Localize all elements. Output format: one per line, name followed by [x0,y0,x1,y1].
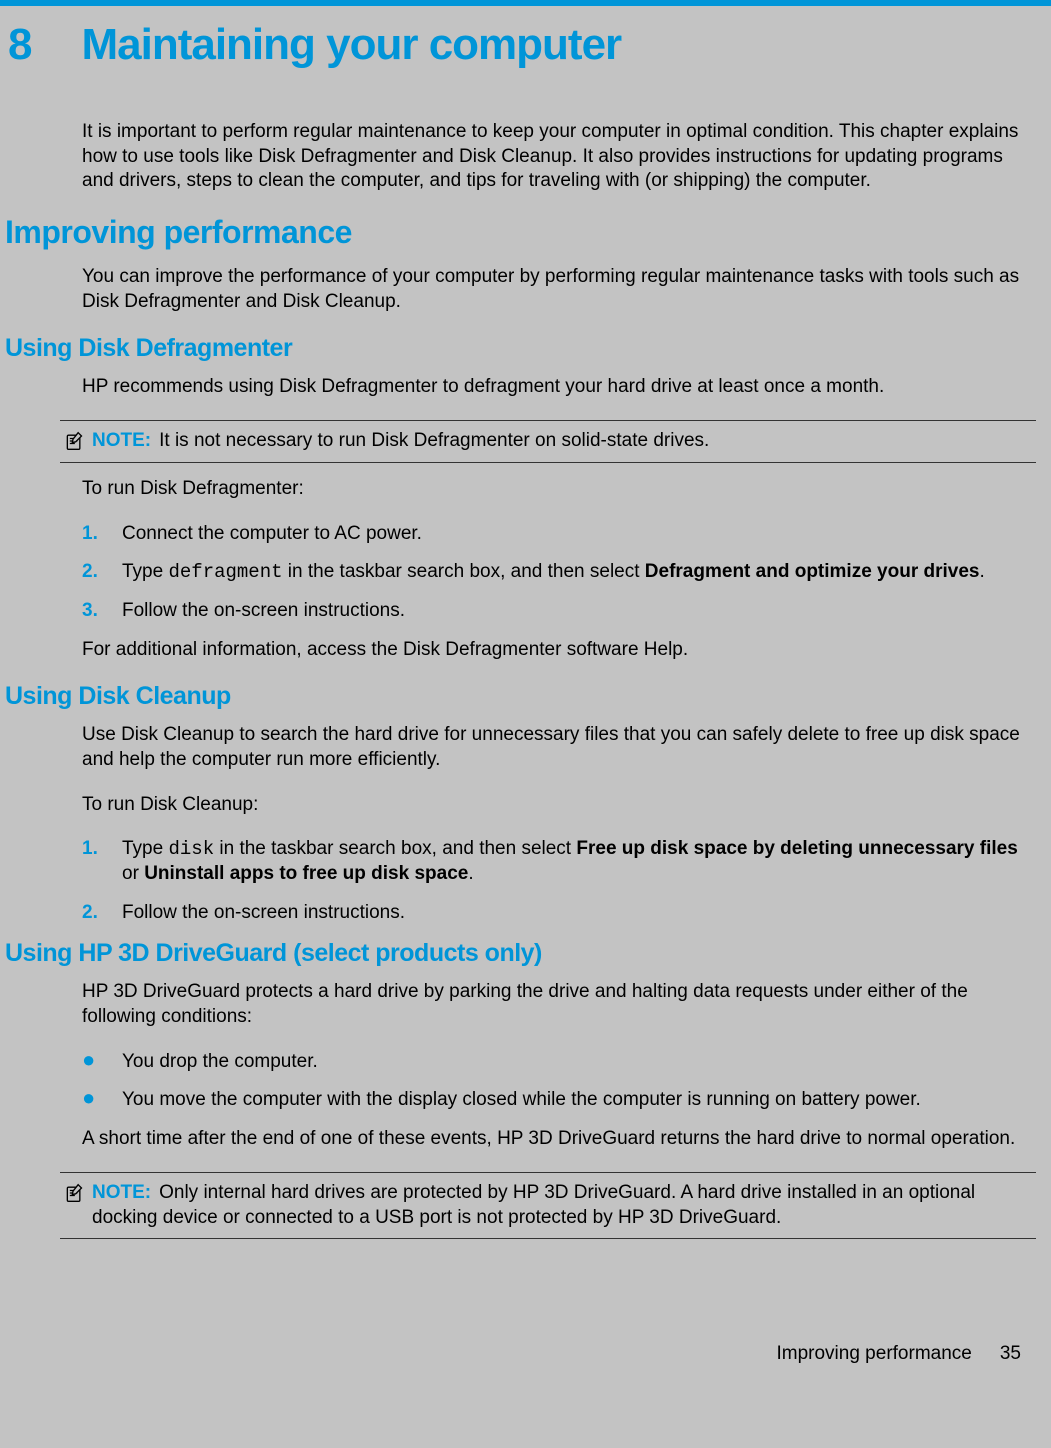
step-number: 2. [82,560,122,585]
cleanup-steps: 1. Type disk in the taskbar search box, … [82,837,1036,925]
driveguard-intro: HP 3D DriveGuard protects a hard drive b… [82,980,1036,1029]
bullet-icon: ● [82,1088,122,1113]
bold-text: Uninstall apps to free up disk space [144,863,468,884]
note-defrag: NOTE: It is not necessary to run Disk Def… [60,420,1036,463]
defrag-run-intro: To run Disk Defragmenter: [82,477,1036,502]
bold-text: Defragment and optimize your drives [645,561,980,582]
heading-disk-defragmenter: Using Disk Defragmenter [0,334,1051,363]
defrag-intro: HP recommends using Disk Defragmenter to… [82,375,1036,400]
driveguard-bullets: ● You drop the computer. ● You move the … [82,1050,1036,1113]
step-number: 1. [82,522,122,547]
list-item: 3. Follow the on-screen instructions. [82,599,1036,624]
note-label: NOTE: [92,1182,151,1203]
note-content: NOTE:Only internal hard drives are prote… [92,1181,1036,1230]
step-text: Connect the computer to AC power. [122,522,1036,547]
cleanup-run-intro: To run Disk Cleanup: [82,793,1036,818]
note-icon [64,431,84,451]
list-item: 1. Connect the computer to AC power. [82,522,1036,547]
improving-body: You can improve the performance of your … [82,265,1036,314]
list-item: 2. Type defragment in the taskbar search… [82,560,1036,585]
chapter-header: 8 Maintaining your computer [0,6,1051,120]
defrag-outro: For additional information, access the D… [82,638,1036,663]
list-item: ● You move the computer with the display… [82,1088,1036,1113]
bullet-text: You drop the computer. [122,1050,318,1075]
bullet-text: You move the computer with the display c… [122,1088,921,1113]
code-text: disk [168,838,214,860]
step-number: 3. [82,599,122,624]
list-item: 2. Follow the on-screen instructions. [82,901,1036,926]
driveguard-outro: A short time after the end of one of the… [82,1127,1036,1152]
footer-page-number: 35 [1000,1343,1021,1365]
defrag-steps: 1. Connect the computer to AC power. 2. … [82,522,1036,624]
code-text: defragment [168,561,282,583]
note-text: Only internal hard drives are protected … [92,1182,975,1228]
chapter-number: 8 [8,20,31,70]
bullet-icon: ● [82,1050,122,1075]
step-text: Type disk in the taskbar search box, and… [122,837,1036,886]
note-text: It is not necessary to run Disk Defragme… [159,430,709,451]
note-driveguard: NOTE:Only internal hard drives are prote… [60,1172,1036,1239]
intro-paragraph: It is important to perform regular maint… [82,120,1036,194]
list-item: 1. Type disk in the taskbar search box, … [82,837,1036,886]
chapter-title: Maintaining your computer [81,20,621,70]
heading-disk-cleanup: Using Disk Cleanup [0,682,1051,711]
page-footer: Improving performance 35 [0,1253,1051,1395]
footer-section-title: Improving performance [776,1343,971,1365]
cleanup-intro: Use Disk Cleanup to search the hard driv… [82,723,1036,772]
step-text: Type defragment in the taskbar search bo… [122,560,1036,585]
step-number: 1. [82,837,122,886]
note-content: NOTE: It is not necessary to run Disk Def… [92,429,709,454]
step-text: Follow the on-screen instructions. [122,901,1036,926]
bold-text: Free up disk space by deleting unnecessa… [576,838,1017,859]
heading-driveguard: Using HP 3D DriveGuard (select products … [0,939,1051,968]
step-text: Follow the on-screen instructions. [122,599,1036,624]
heading-improving-performance: Improving performance [0,214,1051,251]
list-item: ● You drop the computer. [82,1050,1036,1075]
step-number: 2. [82,901,122,926]
note-icon [64,1183,84,1203]
note-label: NOTE: [92,430,151,451]
